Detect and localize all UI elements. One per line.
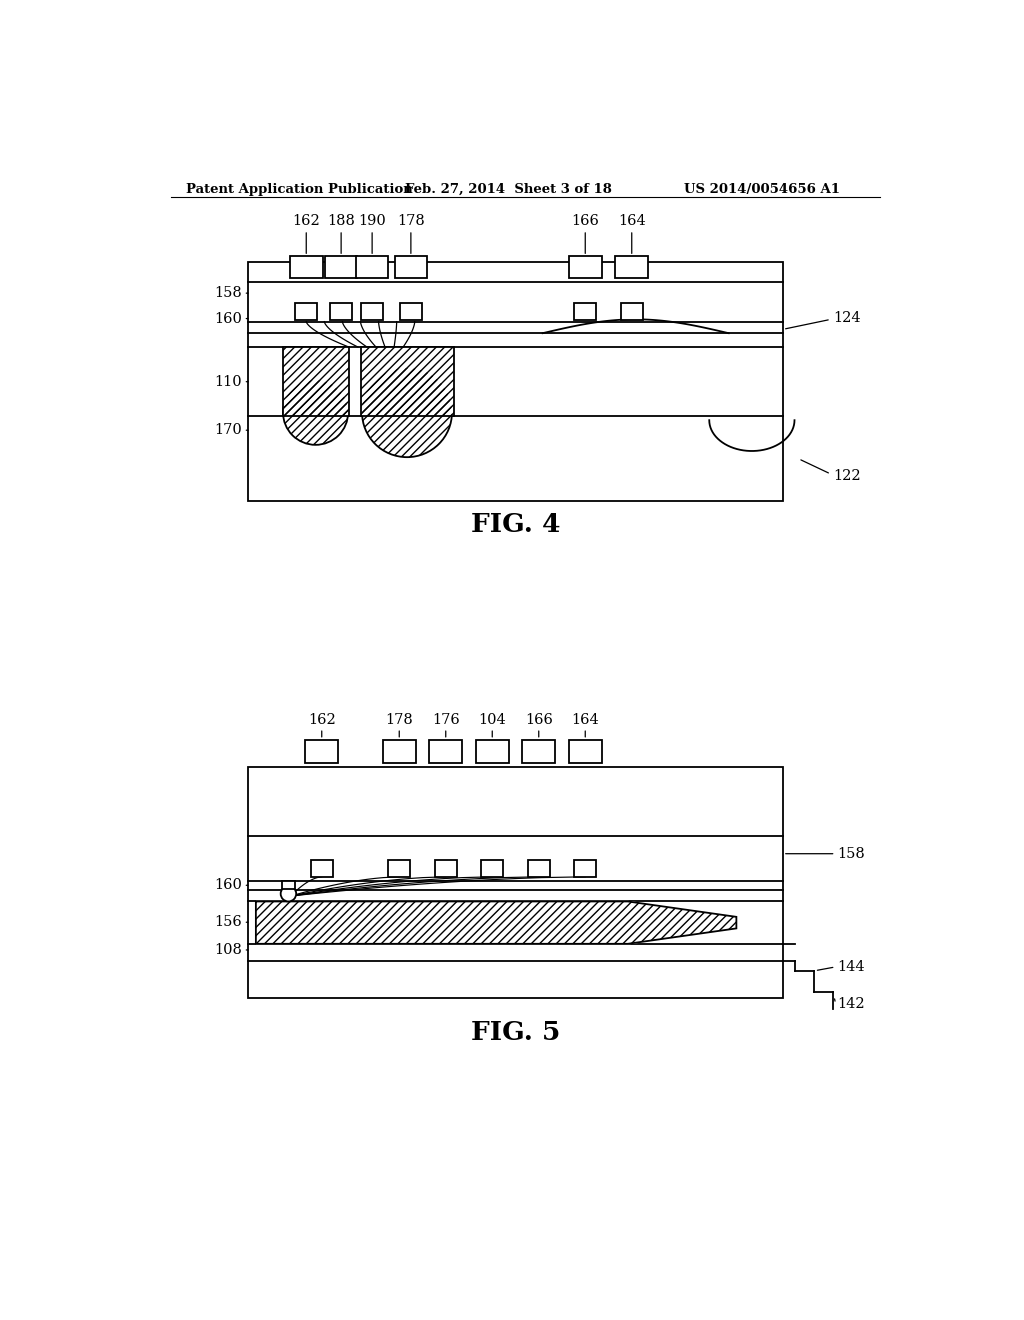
Text: 104: 104 [478,713,506,726]
Bar [305,739,338,763]
Circle shape [283,380,348,445]
Text: 188: 188 [328,214,355,228]
Bar [615,256,648,277]
Text: 124: 124 [834,310,861,325]
Bar [621,304,643,321]
Bar [361,304,383,321]
Bar [522,739,555,763]
Text: 176: 176 [432,713,460,726]
Text: 122: 122 [834,469,861,483]
Bar [528,859,550,876]
Bar [400,304,422,321]
Text: 160: 160 [214,878,242,892]
Bar [248,767,783,998]
Bar [311,859,333,876]
Text: 190: 190 [358,214,386,228]
Text: FIG. 5: FIG. 5 [471,1020,560,1045]
Text: Feb. 27, 2014  Sheet 3 of 18: Feb. 27, 2014 Sheet 3 of 18 [406,183,612,197]
Bar [283,882,295,890]
Text: 164: 164 [571,713,599,726]
Bar [435,859,457,876]
Bar [574,304,596,321]
Bar [394,256,427,277]
Bar [569,739,601,763]
Bar [476,739,509,763]
Text: 170: 170 [214,424,242,437]
Text: US 2014/0054656 A1: US 2014/0054656 A1 [684,183,841,197]
Text: 160: 160 [214,312,242,326]
Bar [290,256,323,277]
Text: 162: 162 [293,214,321,228]
Circle shape [281,886,296,902]
Text: 142: 142 [838,997,864,1011]
Circle shape [362,368,452,457]
Bar [248,263,783,502]
Polygon shape [256,902,736,944]
Text: 164: 164 [617,214,645,228]
Bar [388,859,410,876]
Text: 166: 166 [525,713,553,726]
Bar [356,256,388,277]
Text: 110: 110 [214,375,242,388]
Text: 156: 156 [214,915,242,929]
Bar [429,739,462,763]
Text: 162: 162 [308,713,336,726]
Bar [574,859,596,876]
Bar [383,739,416,763]
Bar [481,859,503,876]
Bar [569,256,601,277]
Text: 166: 166 [571,214,599,228]
Text: 108: 108 [214,942,242,957]
Text: 158: 158 [838,846,865,861]
Text: Patent Application Publication: Patent Application Publication [186,183,413,197]
Text: FIG. 4: FIG. 4 [471,512,560,537]
Bar [325,256,357,277]
Text: 144: 144 [838,960,864,974]
Bar [360,347,454,416]
Bar [331,304,352,321]
Text: 178: 178 [385,713,413,726]
Bar [283,347,349,416]
Bar [295,304,317,321]
Polygon shape [256,902,736,944]
Text: 178: 178 [397,214,425,228]
Text: 158: 158 [214,286,242,300]
